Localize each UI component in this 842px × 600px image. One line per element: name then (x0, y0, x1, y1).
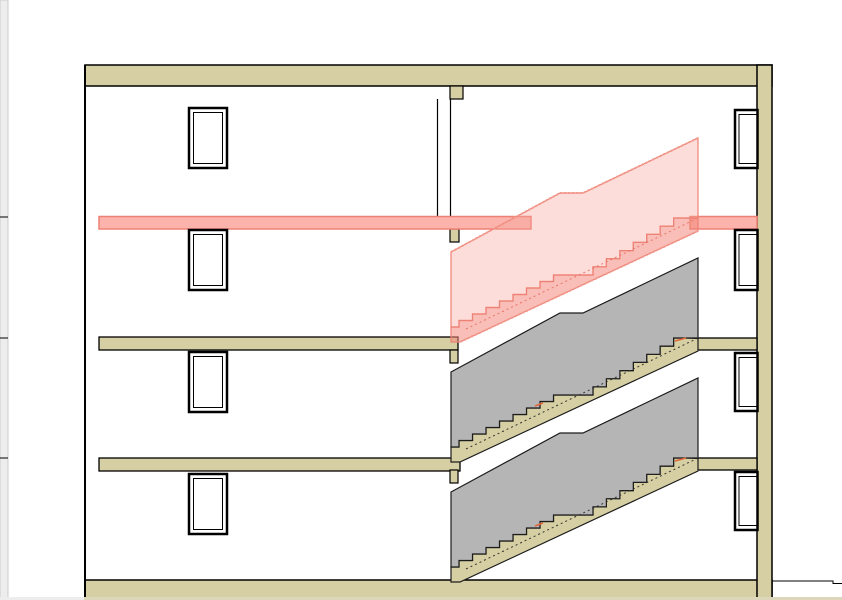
ruler-strip (0, 0, 9, 600)
window-f4-right-frame[interactable] (733, 108, 759, 170)
stair-flight-lower-nosing-line (465, 459, 695, 570)
stair-lower-marker-landing (534, 522, 544, 527)
window-f2-left-inner (193, 356, 223, 408)
window-f2-left-frame[interactable] (187, 350, 229, 414)
stair-flight-selected-body[interactable] (450, 137, 699, 328)
stair-selected-top-highlight (450, 137, 699, 253)
wall-stub-level2[interactable] (449, 349, 459, 364)
wall-stub-roof[interactable] (449, 85, 464, 100)
window-f2-right-frame[interactable] (733, 351, 759, 413)
canvas-bottom-edge-left (0, 597, 84, 600)
window-f1-left-inner (193, 478, 223, 530)
window-f3-left-inner (193, 234, 223, 286)
floor-slab-level1-left[interactable] (98, 457, 461, 472)
window-f1-right-frame[interactable] (733, 470, 759, 532)
floor-slab-level3-right-selected[interactable] (689, 215, 758, 230)
stair-flight-middle-body[interactable] (450, 257, 699, 448)
window-f3-left-frame[interactable] (187, 228, 229, 292)
window-f2-right-inner (738, 357, 758, 407)
stair-middle-marker-landing (534, 402, 544, 407)
window-f4-right-inner (738, 114, 758, 164)
canvas-bottom-edge-building (84, 597, 842, 600)
window-f4-left-frame[interactable] (187, 106, 229, 170)
exterior-grade-line (772, 580, 842, 584)
roof-slab[interactable] (84, 64, 773, 87)
stair-lower-marker-top (674, 457, 687, 462)
stair-selected-nosing-line (465, 219, 695, 330)
stair-flight-lower-body[interactable] (450, 377, 699, 568)
stair-flight-middle-nosing-line (465, 339, 695, 450)
window-f1-right-inner (738, 476, 758, 526)
wall-stub-level1[interactable] (449, 469, 459, 484)
window-f3-right-frame[interactable] (733, 228, 759, 292)
window-f3-right-inner (738, 234, 758, 286)
wall-stub-level3[interactable] (449, 228, 460, 243)
window-f1-left-frame[interactable] (187, 472, 229, 536)
window-f4-left-inner (193, 112, 223, 164)
stair-middle-marker-top (674, 337, 687, 342)
right-wall[interactable] (756, 64, 773, 599)
floor-slab-level3-left-selected[interactable] (98, 215, 532, 230)
floor-slab-level2-left[interactable] (98, 336, 459, 351)
